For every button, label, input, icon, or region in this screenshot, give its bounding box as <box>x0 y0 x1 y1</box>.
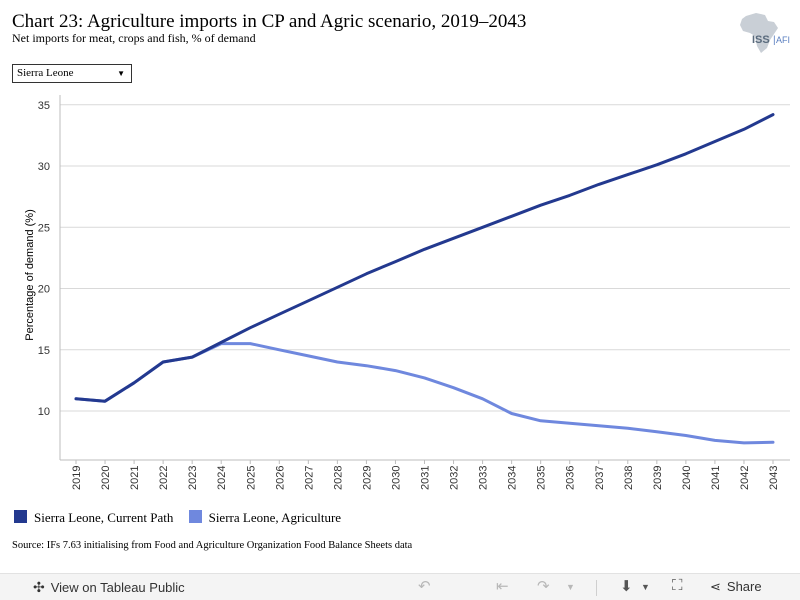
legend-item-current-path[interactable]: Sierra Leone, Current Path <box>14 510 173 525</box>
chevron-down-icon: ▼ <box>117 69 125 78</box>
legend-swatch <box>188 510 202 523</box>
y-axis-label: Percentage of demand (%) <box>24 209 36 340</box>
x-tick-label: 2042 <box>739 466 751 490</box>
series-line-current-path[interactable] <box>74 113 775 403</box>
x-tick-label: 2043 <box>768 466 780 490</box>
x-tick-label: 2034 <box>507 466 519 490</box>
legend-label: Sierra Leone, Current Path <box>34 510 174 525</box>
x-tick-label: 2037 <box>594 466 606 490</box>
x-tick-label: 2041 <box>710 466 722 490</box>
legend-item-agriculture[interactable]: Sierra Leone, Agriculture <box>188 510 342 525</box>
dropdown-selected-value: Sierra Leone <box>17 67 74 79</box>
x-tick-label: 2040 <box>681 466 693 490</box>
x-tick-label: 2019 <box>71 466 83 490</box>
logo-text-accent: AFI <box>776 35 790 45</box>
africa-map-icon <box>740 13 778 53</box>
chart-legend: Sierra Leone, Current Path Sierra Leone,… <box>14 510 353 525</box>
x-tick-label: 2026 <box>274 466 286 490</box>
x-tick-label: 2035 <box>536 466 548 490</box>
x-tick-label: 2024 <box>216 466 228 490</box>
download-icon[interactable]: ⬇ <box>620 578 633 595</box>
x-tick-label: 2028 <box>332 466 344 490</box>
x-tick-label: 2038 <box>623 466 635 490</box>
source-note: Source: IFs 7.63 initialising from Food … <box>12 540 413 551</box>
x-tick-label: 2029 <box>361 466 373 490</box>
x-tick-label: 2033 <box>478 466 490 490</box>
x-tick-label: 2027 <box>303 466 315 490</box>
logo-text: ISS <box>752 34 770 46</box>
x-tick-label: 2021 <box>129 466 141 490</box>
x-tick-label: 2036 <box>565 466 577 490</box>
x-tick-label: 2030 <box>390 466 402 490</box>
iss-africa-logo: ISS | AFI <box>732 12 792 54</box>
download-menu-icon[interactable]: ▼ <box>641 582 650 592</box>
svg-text:|: | <box>773 35 776 46</box>
view-on-tableau-label: View on Tableau Public <box>50 580 185 595</box>
tableau-toolbar: ✣ View on Tableau Public ↶ ⇤ ↷ ▼ ⬇ ▼ ⛶ ⋖ S… <box>0 573 800 600</box>
x-tick-label: 2032 <box>449 466 461 490</box>
y-tick-label: 30 <box>38 161 50 173</box>
view-on-tableau-link[interactable]: ✣ View on Tableau Public <box>33 579 185 596</box>
share-icon: ⋖ <box>710 579 721 594</box>
share-label: Share <box>726 579 762 594</box>
undo-all-icon[interactable]: ⇤ <box>496 578 509 595</box>
legend-label: Sierra Leone, Agriculture <box>208 510 342 525</box>
chart-title: Chart 23: Agriculture imports in CP and … <box>12 11 527 32</box>
dropdown-arrow-icon[interactable]: ▼ <box>566 582 575 592</box>
x-tick-label: 2031 <box>420 466 432 490</box>
x-tick-label: 2023 <box>187 466 199 490</box>
x-tick-label: 2039 <box>652 466 664 490</box>
y-tick-label: 15 <box>38 345 50 357</box>
country-filter-dropdown[interactable]: Sierra Leone ▼ <box>12 64 132 83</box>
fullscreen-icon[interactable]: ⛶ <box>672 577 683 594</box>
redo-icon[interactable]: ↷ <box>537 578 550 595</box>
x-tick-label: 2020 <box>100 466 112 490</box>
toolbar-divider <box>596 580 597 596</box>
x-tick-label: 2025 <box>245 466 257 490</box>
tableau-icon: ✣ <box>33 579 45 595</box>
y-tick-label: 10 <box>38 406 50 418</box>
x-tick-label: 2022 <box>158 466 170 490</box>
y-tick-label: 25 <box>38 222 50 234</box>
share-button[interactable]: ⋖ Share <box>710 579 762 595</box>
legend-swatch <box>14 510 27 523</box>
y-tick-label: 20 <box>38 284 50 296</box>
y-tick-label: 35 <box>38 100 50 112</box>
undo-icon[interactable]: ↶ <box>418 578 431 595</box>
chart-subtitle: Net imports for meat, crops and fish, % … <box>12 31 256 45</box>
